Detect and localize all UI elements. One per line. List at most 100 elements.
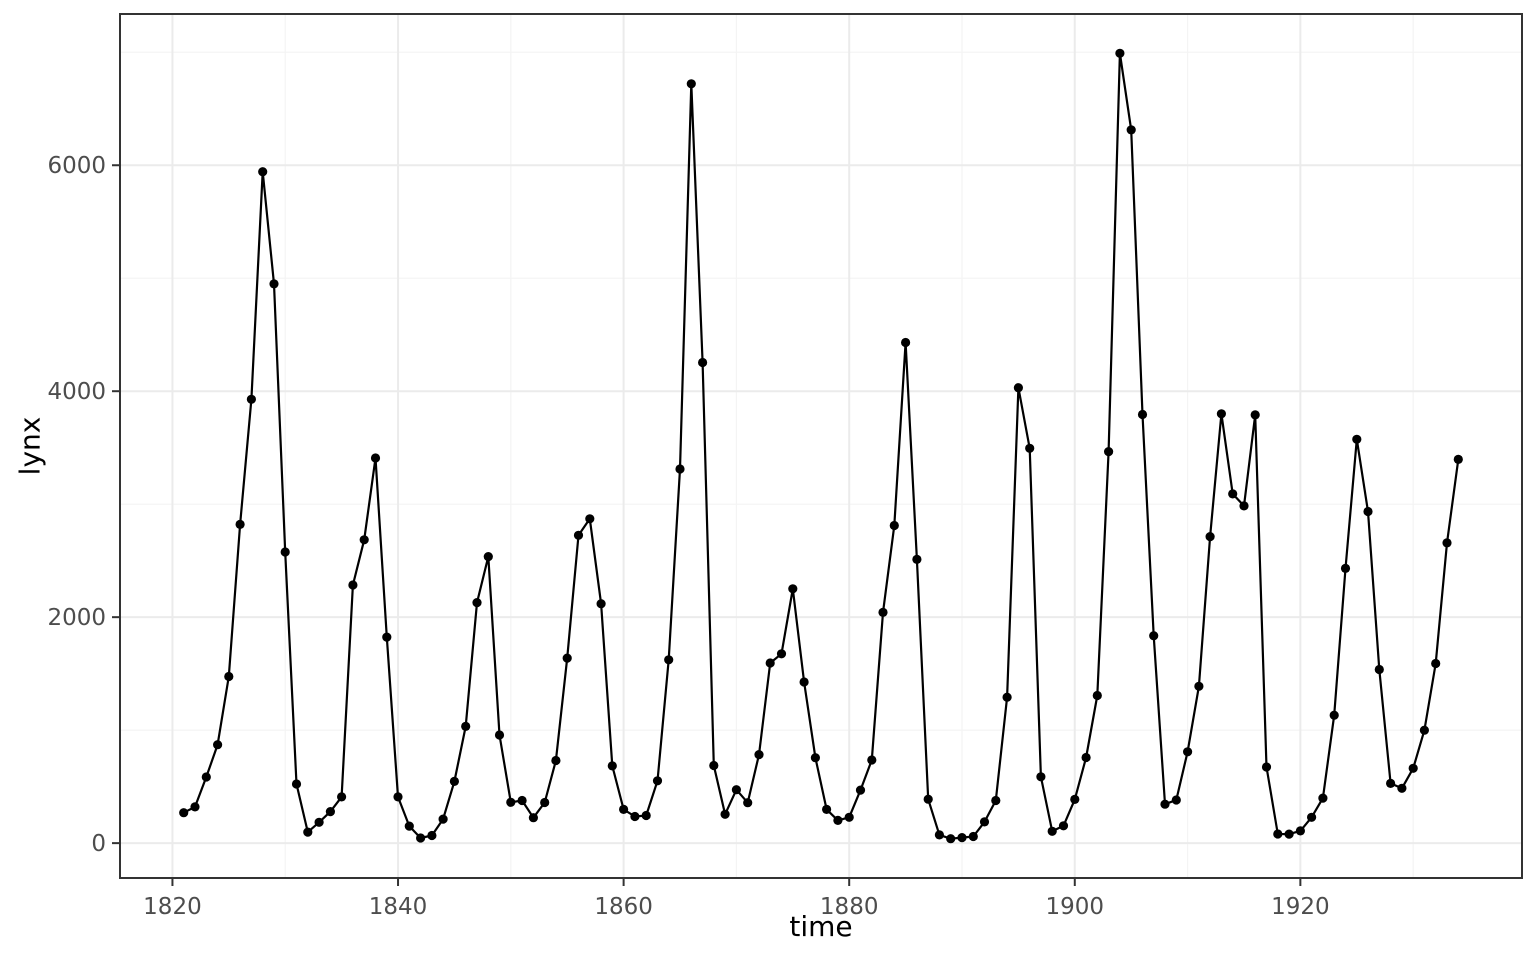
data-point [1171,795,1181,805]
y-tick-label: 4000 [47,379,106,405]
x-tick-label: 1880 [820,894,879,920]
data-point [370,453,381,463]
lynx-series-points [179,48,1463,844]
data-point [540,797,550,808]
data-point [979,817,990,827]
data-point [472,598,482,608]
data-point [213,740,223,750]
data-point [1329,710,1339,720]
data-point [201,772,211,782]
data-point [1013,383,1024,393]
data-point [303,827,313,837]
data-point [1137,409,1148,420]
data-point [1205,532,1215,542]
x-tick-label: 1900 [1046,894,1105,920]
data-point [1374,664,1384,675]
data-point [235,519,245,530]
data-point [348,580,358,590]
data-point [404,821,414,831]
y-axis-title: lynx [13,416,47,476]
data-point [799,677,809,687]
data-point [1352,434,1362,444]
data-point [675,464,685,474]
data-point [1442,538,1452,548]
x-axis: 1820 1840 1860 1880 1900 1920 [143,878,1330,920]
data-point [946,834,956,844]
x-tick-label: 1920 [1271,894,1330,920]
data-point [889,520,899,531]
lynx-series-line [182,52,1460,840]
data-point [449,776,459,787]
data-point [1092,690,1102,701]
data-point [585,514,595,524]
data-point [991,795,1001,806]
data-point [1228,489,1238,499]
data-point [1386,778,1396,789]
minor-gridlines [120,14,1522,878]
y-tick-label: 2000 [47,605,106,631]
data-point [822,804,832,815]
major-gridlines [120,14,1522,878]
y-tick-label: 6000 [47,153,106,179]
data-point [1160,799,1170,809]
data-point [855,785,866,795]
data-point [291,779,302,789]
data-point [968,831,978,842]
data-point [912,554,922,565]
data-point [867,755,877,765]
data-point [427,830,437,841]
x-tick-label: 1860 [594,894,653,920]
panel-background [120,14,1522,878]
data-point [833,815,843,826]
data-point [709,760,719,771]
data-point [743,798,753,808]
data-point [754,750,764,760]
data-point [596,599,606,609]
data-point [1273,829,1283,839]
data-point [382,632,392,642]
data-point [1002,692,1012,702]
data-point [776,649,787,659]
data-point [765,658,775,668]
data-point [461,721,471,732]
data-point [416,833,426,843]
data-point [314,817,324,827]
data-point [494,730,505,740]
data-point [280,547,290,557]
data-point [607,761,617,771]
data-point [551,755,561,766]
data-point [901,337,911,348]
data-point [325,807,335,817]
data-point [246,394,256,404]
data-point [720,809,730,819]
panel-border [119,13,1523,879]
data-point [1126,125,1136,135]
data-point [393,792,403,802]
data-point [923,794,933,804]
data-point [1081,752,1091,763]
data-point [957,833,967,843]
data-point [179,808,189,818]
data-point [1115,48,1125,58]
data-point [630,811,640,822]
y-axis: 0 2000 4000 6000 [47,153,120,857]
data-point [1363,506,1373,517]
data-point [337,792,347,802]
data-point [652,776,663,786]
data-point [1194,681,1204,691]
data-point [664,655,674,665]
data-point [438,814,448,824]
data-point [1183,747,1193,757]
data-point [1250,410,1260,420]
data-point [1261,762,1272,772]
data-point [1307,812,1317,822]
data-point [1149,631,1159,641]
data-point [1025,443,1035,453]
data-point [483,552,493,562]
data-point [1239,501,1249,511]
data-point [698,357,708,368]
data-point [1070,794,1080,805]
data-point [506,797,516,807]
data-point [810,753,821,763]
